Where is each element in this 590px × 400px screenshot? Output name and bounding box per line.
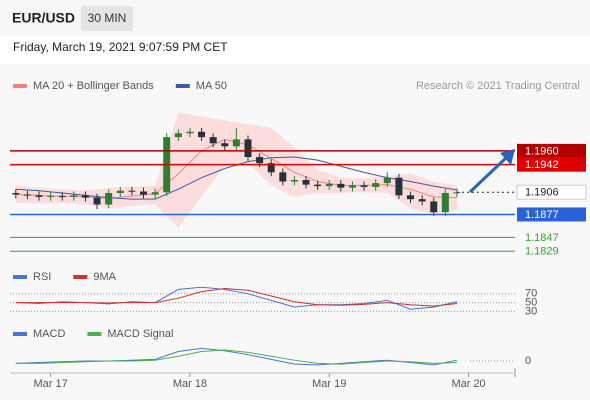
y-tick-label: 70: [525, 288, 537, 300]
y-tick-label: 30: [525, 305, 537, 317]
plot-layer: 1.1960 1.1942 1.1906 1.1877 1.1847 1.1829 MA 2…: [10, 80, 587, 390]
candle-body: [174, 133, 182, 138]
x-tick-label: Mar 20: [451, 378, 485, 390]
level-label: 1.1847: [525, 232, 559, 244]
x-tick-label: Mar 17: [34, 378, 68, 390]
candle-body: [383, 177, 391, 184]
timestamp: Friday, March 19, 2021 9:07:59 PM CET: [13, 40, 228, 54]
candle-body: [279, 172, 287, 182]
candle-body: [221, 143, 229, 147]
candle-body: [395, 177, 403, 196]
forecast-arrow-head: [500, 149, 515, 165]
symbol: EUR/USD: [12, 10, 75, 26]
candle-body: [186, 131, 194, 134]
level-label-box: [516, 184, 587, 200]
legend-swatch: [13, 275, 27, 279]
candle-body: [290, 180, 298, 182]
candle-body: [12, 193, 20, 195]
level-label: 1.1942: [525, 159, 559, 171]
legend-swatch: [13, 84, 27, 88]
legend-swatch: [87, 332, 102, 336]
x-tick-label: Mar 19: [312, 378, 346, 390]
plot-background: [0, 64, 590, 400]
indicator-line: [15, 349, 457, 365]
legend-label: RSI: [33, 271, 51, 283]
legend-swatch: [175, 84, 190, 88]
legend-label: MA 20 + Bollinger Bands: [33, 80, 154, 92]
candle-body: [209, 137, 217, 144]
legend-label: MA 50: [196, 80, 227, 92]
legend-label: MACD: [33, 328, 65, 340]
forecast-arrow: [468, 155, 509, 194]
candle-body: [23, 194, 31, 196]
interval-button[interactable]: [81, 6, 133, 31]
candle-body: [360, 185, 368, 187]
candle-body: [105, 193, 113, 205]
candle-body: [151, 192, 159, 195]
candle-body: [58, 196, 66, 198]
level-label-box: [517, 157, 586, 172]
indicator-line: [15, 347, 458, 366]
legend-label: 9MA: [93, 271, 116, 283]
candle-body: [441, 193, 449, 213]
level-label: 1.1960: [525, 145, 559, 157]
y-tick-label: 0: [525, 355, 531, 367]
candle-body: [372, 183, 380, 187]
candle-body: [47, 196, 55, 198]
candle-body: [267, 163, 275, 173]
candle-body: [128, 190, 136, 192]
level-label: 1.1829: [525, 246, 559, 258]
candle-body: [407, 195, 415, 200]
candle-body: [314, 184, 322, 187]
legend-swatch: [13, 332, 27, 336]
candle-body: [81, 195, 89, 198]
candle-body: [337, 183, 345, 188]
indicator-line: [15, 288, 458, 307]
level-label: 1.1877: [525, 209, 559, 221]
level-label-box: [517, 143, 586, 158]
legend-swatch: [73, 275, 88, 279]
candle-body: [35, 195, 43, 197]
x-tick-label: Mar 18: [173, 378, 207, 390]
candle-body: [116, 190, 124, 194]
source: Research © 2021 Trading Central: [416, 80, 580, 92]
candle-body: [244, 139, 252, 158]
candle-body: [256, 157, 264, 164]
candle-body: [325, 183, 333, 187]
candle-body: [93, 197, 101, 205]
candle-body: [348, 185, 356, 188]
level-label-box: [517, 207, 586, 222]
y-tick-label: 50: [525, 297, 537, 309]
level-label: 1.1906: [525, 187, 559, 199]
legend-label: MACD Signal: [107, 328, 173, 340]
candle-body: [198, 131, 206, 138]
candle-body: [70, 195, 78, 197]
candle-body: [140, 191, 148, 195]
candle-body: [302, 180, 310, 185]
candle-body: [232, 139, 240, 147]
candle-body: [418, 199, 426, 202]
candle-body: [430, 201, 438, 213]
interval[interactable]: 30 MIN: [88, 11, 127, 25]
